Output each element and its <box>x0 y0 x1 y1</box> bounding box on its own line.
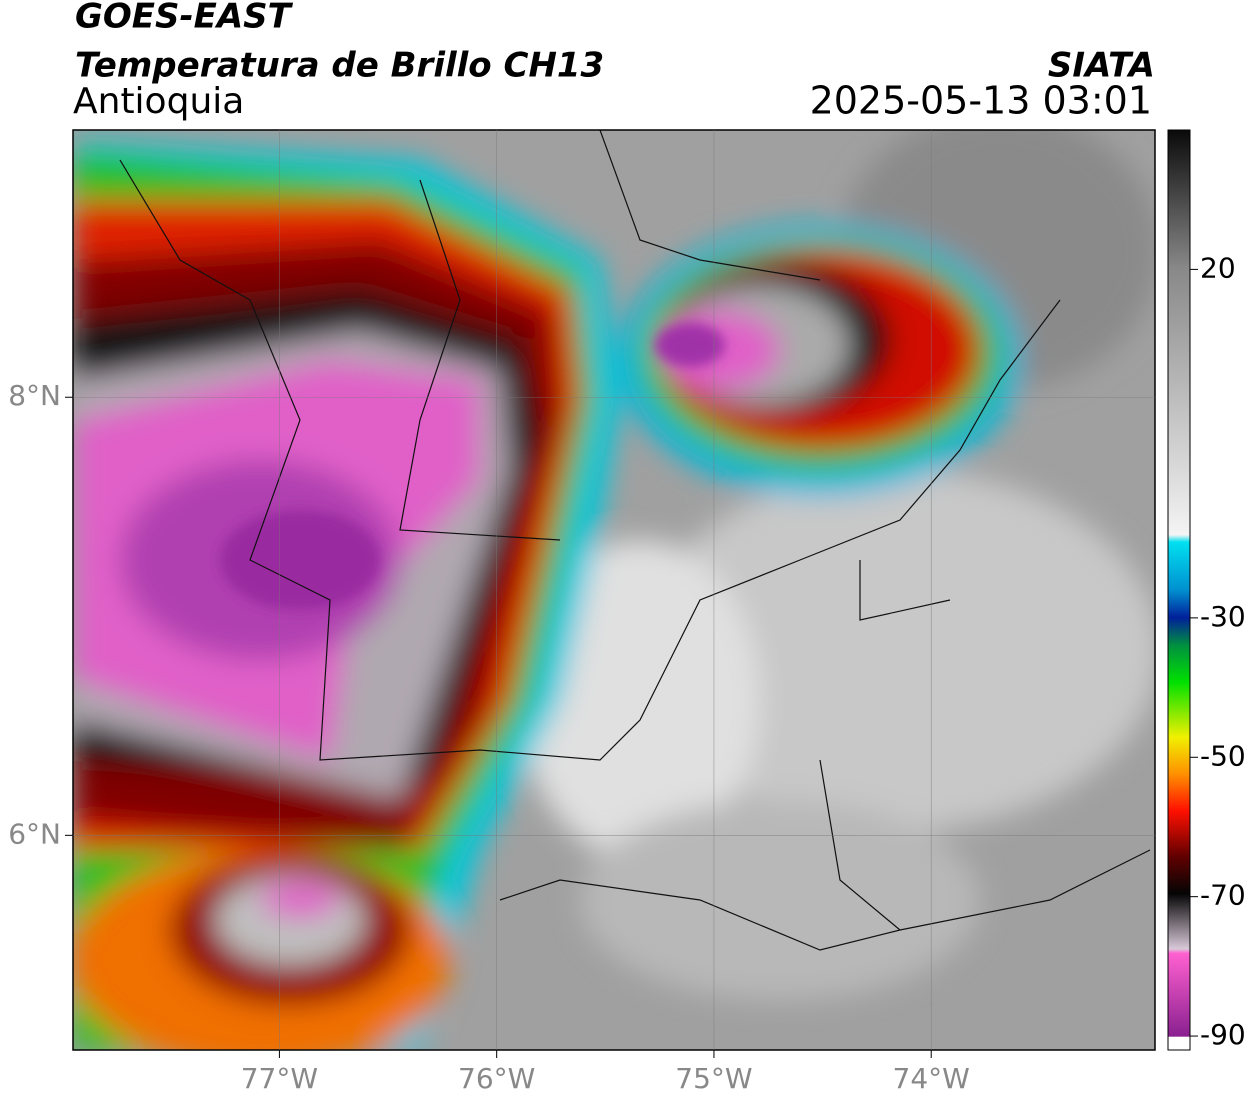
colorbar-tick-label: -50 <box>1200 739 1246 772</box>
x-tick-label: 74°W <box>893 1062 970 1095</box>
y-tick-label: 6°N <box>8 817 61 850</box>
source: SIATA <box>1048 46 1155 86</box>
colorbar-tick-label: -70 <box>1200 879 1246 912</box>
colorbar <box>1167 129 1191 1051</box>
x-tick-label: 75°W <box>675 1062 752 1095</box>
map-frame <box>72 129 1156 1051</box>
title: GOES-EAST <box>75 0 294 37</box>
subtitle: Temperatura de Brillo CH13 <box>75 46 604 86</box>
region: Antioquia <box>73 81 244 122</box>
datetime: 2025-05-13 03:01 <box>810 79 1152 123</box>
satellite-image <box>73 130 1155 1050</box>
colorbar-tick-label: -30 <box>1200 600 1246 633</box>
y-tick-label: 8°N <box>8 379 61 412</box>
x-tick-label: 76°W <box>458 1062 535 1095</box>
x-tick-label: 77°W <box>241 1062 318 1095</box>
colorbar-tick-label: 20 <box>1200 251 1236 284</box>
colorbar-tick-label: -90 <box>1200 1018 1246 1051</box>
